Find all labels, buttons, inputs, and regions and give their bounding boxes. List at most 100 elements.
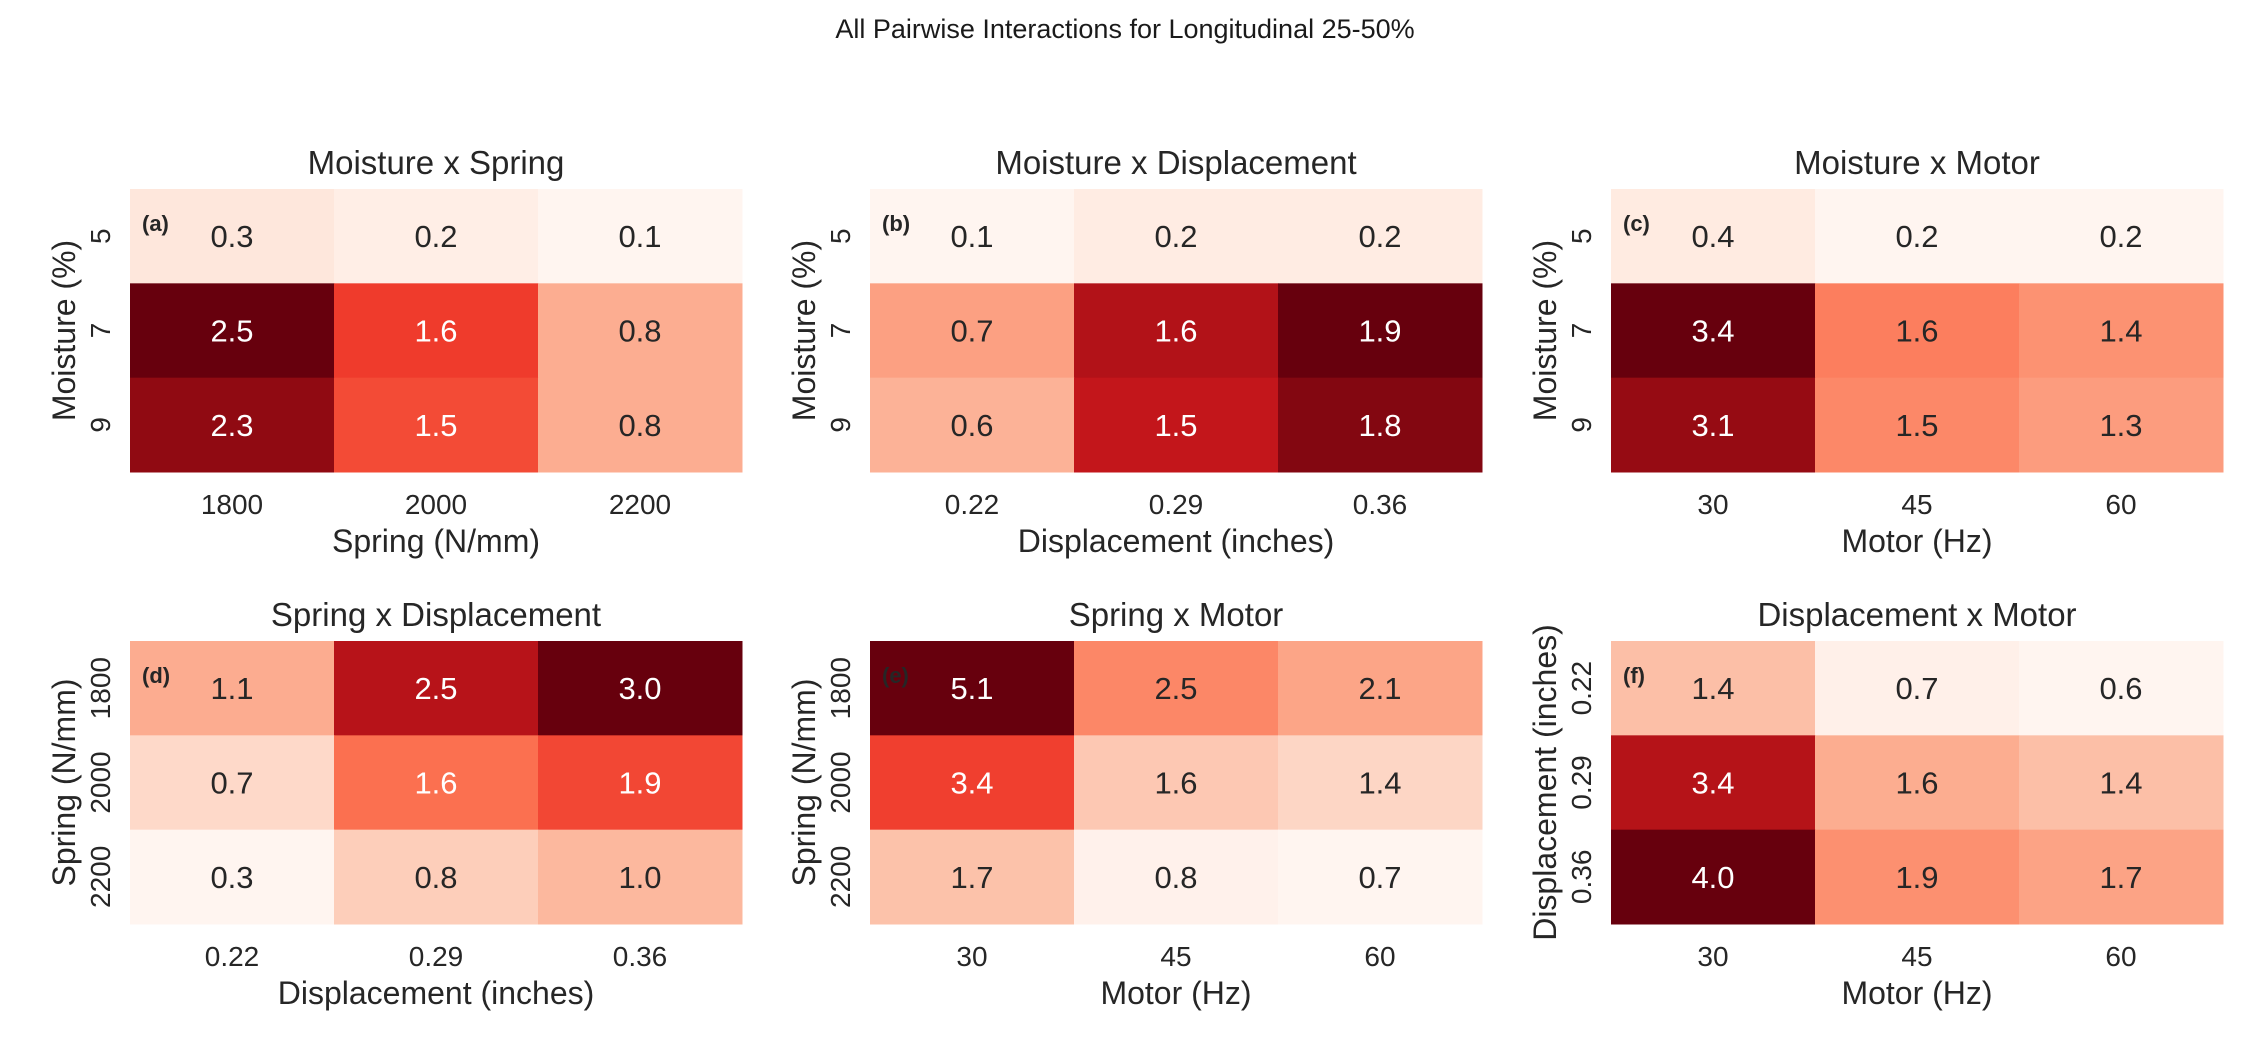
heatmap-cell (538, 829, 743, 925)
x-tick-label: 30 (1697, 941, 1728, 972)
heatmap-cell (130, 283, 335, 379)
cell-value-label: 0.8 (618, 408, 661, 443)
x-axis-label: Displacement (inches) (1018, 523, 1335, 559)
cell-value-label: 1.6 (1895, 766, 1938, 801)
heatmap-cell (870, 283, 1075, 379)
cell-value-label: 1.7 (950, 860, 993, 895)
cell-value-label: 0.6 (2099, 671, 2142, 706)
cell-value-label: 3.4 (1691, 766, 1734, 801)
heatmap-cell (1815, 641, 2020, 736)
heatmap-cell (870, 189, 1075, 284)
y-axis-label: Displacement (inches) (1527, 624, 1563, 941)
x-tick-label: 0.36 (613, 941, 668, 972)
cell-value-label: 1.0 (618, 860, 661, 895)
x-tick-label: 30 (956, 941, 987, 972)
cell-value-label: 3.4 (1691, 314, 1734, 349)
x-tick-label: 2000 (405, 489, 467, 520)
y-tick-label: 5 (85, 228, 116, 244)
x-tick-label: 0.29 (409, 941, 464, 972)
cell-value-label: 4.0 (1691, 860, 1734, 895)
x-tick-label: 45 (1901, 941, 1932, 972)
heatmap-cell (538, 641, 743, 736)
panel-letter-label: (e) (882, 663, 909, 688)
panel-title: Spring x Motor (1069, 596, 1284, 633)
cell-value-label: 1.6 (414, 314, 457, 349)
cell-value-label: 1.9 (618, 766, 661, 801)
y-tick-label: 5 (825, 228, 856, 244)
cell-value-label: 2.5 (1154, 671, 1197, 706)
panel-letter-label: (d) (142, 663, 170, 688)
cell-value-label: 0.8 (414, 860, 457, 895)
x-tick-label: 1800 (201, 489, 263, 520)
cell-value-label: 0.7 (950, 314, 993, 349)
heatmap-cell (2019, 735, 2224, 831)
y-tick-label: 7 (85, 323, 116, 339)
heatmap-cell (1074, 829, 1279, 925)
heatmap-cell (2019, 829, 2224, 925)
heatmap-cell (1815, 735, 2020, 831)
heatmap-cell (1815, 283, 2020, 379)
cell-value-label: 0.6 (950, 408, 993, 443)
cell-value-label: 2.1 (1358, 671, 1401, 706)
panel-title: Displacement x Motor (1757, 596, 2076, 633)
heatmap-cell (334, 641, 539, 736)
panel-title: Moisture x Displacement (995, 144, 1356, 181)
cell-value-label: 1.6 (1895, 314, 1938, 349)
x-tick-label: 0.36 (1353, 489, 1408, 520)
heatmap-cell (2019, 377, 2224, 473)
cell-value-label: 1.6 (1154, 314, 1197, 349)
x-tick-label: 0.22 (945, 489, 1000, 520)
heatmap-panel-e: 5.1 2.5 2.1 3.4 1.6 1.4 1.7 0.8 0.7 (e) Spring x M… (786, 596, 1483, 1011)
heatmap-cell (538, 735, 743, 831)
y-tick-label: 2000 (825, 751, 856, 813)
cell-value-label: 2.5 (414, 671, 457, 706)
heatmap-cell (1815, 377, 2020, 473)
heatmap-cell (334, 829, 539, 925)
cell-value-label: 0.2 (414, 219, 457, 254)
cell-value-label: 0.8 (618, 314, 661, 349)
heatmap-cell (870, 377, 1075, 473)
cell-value-label: 1.3 (2099, 408, 2142, 443)
y-axis-label: Moisture (%) (1527, 240, 1563, 421)
y-axis-label: Moisture (%) (46, 240, 82, 421)
heatmap-cell (1611, 641, 1816, 736)
y-tick-label: 0.29 (1566, 755, 1597, 810)
y-tick-label: 0.36 (1566, 850, 1597, 905)
panel-letter-label: (b) (882, 211, 910, 236)
cell-value-label: 1.6 (1154, 766, 1197, 801)
cell-value-label: 0.7 (1895, 671, 1938, 706)
y-tick-label: 2200 (85, 846, 116, 908)
heatmap-cell (1074, 377, 1279, 473)
cell-value-label: 1.8 (1358, 408, 1401, 443)
heatmap-cell (870, 735, 1075, 831)
heatmap-cell (2019, 283, 2224, 379)
heatmap-cell (1278, 377, 1483, 473)
panel-title: Moisture x Spring (308, 144, 565, 181)
cell-value-label: 1.4 (1691, 671, 1734, 706)
cell-value-label: 1.5 (1895, 408, 1938, 443)
y-tick-label: 7 (825, 323, 856, 339)
cell-value-label: 0.3 (210, 219, 253, 254)
x-axis-label: Motor (Hz) (1841, 523, 1992, 559)
cell-value-label: 0.7 (1358, 860, 1401, 895)
heatmap-cell (1611, 829, 1816, 925)
panel-letter-label: (f) (1623, 663, 1645, 688)
heatmap-cell (130, 735, 335, 831)
x-tick-label: 2200 (609, 489, 671, 520)
heatmap-cell (2019, 189, 2224, 284)
heatmap-cell (1074, 189, 1279, 284)
cell-value-label: 2.3 (210, 408, 253, 443)
panel-title: Spring x Displacement (271, 596, 601, 633)
cell-value-label: 1.7 (2099, 860, 2142, 895)
y-tick-label: 1800 (85, 657, 116, 719)
cell-value-label: 1.9 (1358, 314, 1401, 349)
x-tick-label: 60 (2105, 941, 2136, 972)
heatmap-cell (130, 641, 335, 736)
cell-value-label: 0.3 (210, 860, 253, 895)
cell-value-label: 1.4 (1358, 766, 1401, 801)
y-tick-label: 9 (1566, 417, 1597, 433)
cell-value-label: 1.1 (210, 671, 253, 706)
heatmap-cell (538, 283, 743, 379)
